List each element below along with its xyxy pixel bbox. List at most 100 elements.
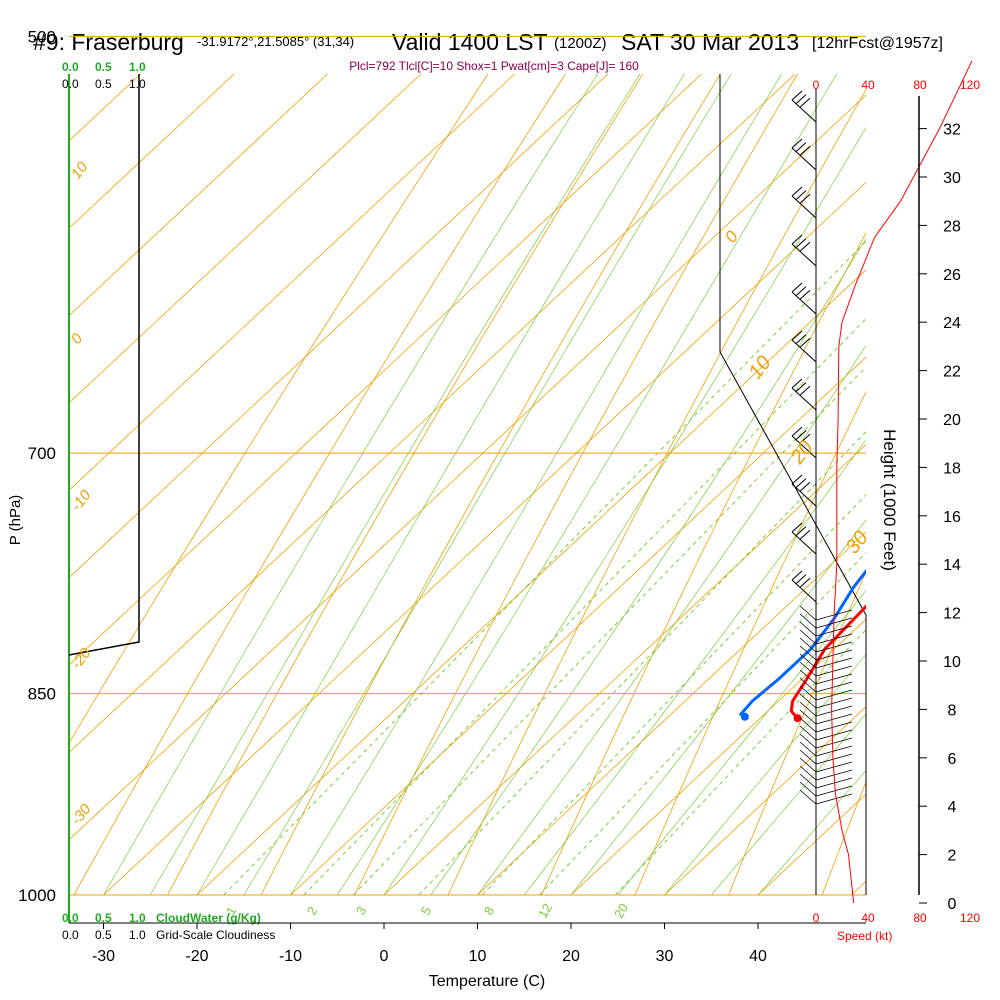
dry-adiabat <box>728 571 866 895</box>
isotherm-label: 0 <box>721 227 742 247</box>
wind-barbs <box>791 90 853 805</box>
dry-adiabat <box>260 74 721 895</box>
isotherm-line <box>69 74 329 317</box>
wind-barb <box>791 90 817 123</box>
isotherm-line <box>69 74 796 754</box>
cloudiness-top-tick-2: 1.0 <box>129 77 146 91</box>
moist-adiabat <box>149 74 641 895</box>
x-axis-label: Temperature (C) <box>429 973 545 990</box>
valid-time: Valid 1400 LST <box>392 29 548 55</box>
moist-adiabat <box>383 126 866 895</box>
temperature-tick-30: 30 <box>656 948 674 965</box>
temperature-tick-0: 0 <box>380 948 389 965</box>
dry-adiabat <box>167 74 644 895</box>
mixing-ratio-line <box>418 430 866 895</box>
cloudiness-bottom-tick-2: 1.0 <box>129 928 146 942</box>
zulu-time: (1200Z) <box>554 35 607 52</box>
isotherm-line <box>69 74 703 666</box>
isotherm-label: -20 <box>68 644 95 672</box>
dry-adiabat <box>447 88 866 895</box>
mixing-ratio-label: 12 <box>535 901 555 921</box>
mixing-ratio-label: 3 <box>353 904 370 918</box>
cloudiness-top-tick-1: 0.5 <box>95 77 112 91</box>
height-tick-12: 12 <box>943 606 961 623</box>
wind-barb <box>799 773 853 789</box>
wind-barb <box>799 781 853 797</box>
cloudiness-top-tick-0: 0.0 <box>62 77 79 91</box>
moist-adiabat <box>337 74 838 895</box>
wind-barb <box>799 645 853 661</box>
speed-top-tick-3: 120 <box>960 78 980 92</box>
height-tick-10: 10 <box>943 654 961 671</box>
pressure-tick-850: 850 <box>28 685 56 704</box>
thermo-grid <box>69 74 866 895</box>
temperature-tick--20: -20 <box>185 948 208 965</box>
wind-barb <box>799 717 853 733</box>
isotherm-line <box>69 74 516 491</box>
moist-adiabat <box>430 237 866 895</box>
dry-adiabat <box>73 74 566 895</box>
mixing-ratio-label: 5 <box>418 904 435 918</box>
height-tick-16: 16 <box>943 509 961 526</box>
isotherm-line <box>69 94 866 841</box>
temperature-profile <box>789 604 866 720</box>
stability-parameters: Plcl=792 Tlcl[C]=10 Shox=1 Pwat[cm]=3 Ca… <box>349 59 639 73</box>
dry-adiabat <box>69 74 489 744</box>
pressure-tick-500: 500 <box>28 27 56 46</box>
cloudiness-bottom-tick-0: 0.0 <box>62 928 79 942</box>
isotherm-line <box>290 356 866 895</box>
cloud-top-tick-2: 1.0 <box>129 60 146 74</box>
isotherm-line <box>69 74 142 142</box>
height-tick-2: 2 <box>948 848 957 865</box>
wind-barb <box>799 725 853 741</box>
wind-barb <box>799 693 853 709</box>
height-tick-26: 26 <box>943 267 961 284</box>
moist-adiabat <box>617 589 866 895</box>
isotherm-label: 10 <box>68 158 92 182</box>
cloud-bottom-tick-0: 0.0 <box>62 911 79 925</box>
isotherm-label: 20 <box>786 437 818 469</box>
moist-adiabat <box>570 519 866 895</box>
dry-adiabat <box>354 74 799 895</box>
valid-date: SAT 30 Mar 2013 <box>621 29 799 55</box>
speed-top-tick-2: 80 <box>913 78 927 92</box>
surface-temperature-point <box>793 714 802 723</box>
temperature-tick-20: 20 <box>562 948 580 965</box>
height-tick-14: 14 <box>943 557 961 574</box>
moist-adiabat <box>524 438 866 895</box>
height-tick-24: 24 <box>943 315 961 332</box>
isotherm-line <box>477 531 866 895</box>
cloud-top-tick-0: 0.0 <box>62 60 79 74</box>
wind-barb <box>791 234 817 267</box>
wind-barb <box>791 522 817 555</box>
height-tick-30: 30 <box>943 170 961 187</box>
wind-barb <box>799 733 853 749</box>
surface-dewpoint-point <box>740 712 749 721</box>
wind-barb <box>799 669 853 685</box>
temperature-tick--10: -10 <box>279 948 302 965</box>
wind-barb <box>799 637 853 653</box>
height-tick-28: 28 <box>943 218 961 235</box>
station-location: -31.9172°,21.5085° (31,34) <box>197 34 354 49</box>
moist-adiabat <box>196 74 685 895</box>
height-axis-label: Height (1000 Feet) <box>880 429 899 571</box>
wind-barb <box>799 701 853 717</box>
pressure-tick-700: 700 <box>28 444 56 463</box>
speed-bottom-tick-2: 80 <box>913 911 927 925</box>
speed-bottom-tick-3: 120 <box>960 911 980 925</box>
dry-adiabat <box>541 232 866 895</box>
speed-top-tick-0: 0 <box>813 78 820 92</box>
height-tick-18: 18 <box>943 460 961 477</box>
height-axis: Height (1000 Feet) 024681012141618202224… <box>880 96 961 913</box>
pressure-tick-1000: 1000 <box>18 886 56 905</box>
cloud-top-tick-1: 0.5 <box>95 60 112 74</box>
wind-barb <box>799 677 853 693</box>
moist-adiabat <box>477 344 866 895</box>
wind-speed-profile <box>831 60 973 904</box>
y-axis-label: P (hPa) <box>7 495 24 546</box>
wind-barb <box>791 426 817 459</box>
speed-bottom-tick-0: 0 <box>813 911 820 925</box>
mixing-ratio-line <box>614 628 866 895</box>
speed-bottom-tick-1: 40 <box>861 911 875 925</box>
wind-barb <box>791 330 817 363</box>
